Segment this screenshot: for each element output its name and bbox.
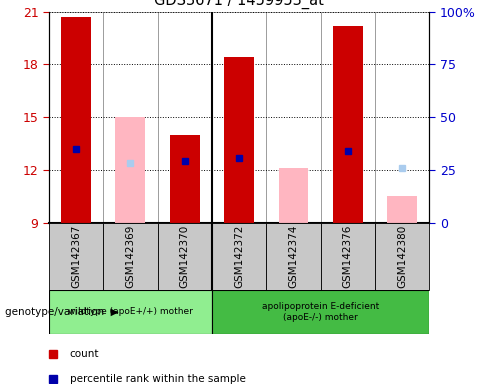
Bar xyxy=(375,223,429,290)
Text: genotype/variation  ▶: genotype/variation ▶ xyxy=(5,307,119,317)
Bar xyxy=(279,168,308,223)
Bar xyxy=(49,290,212,334)
Bar xyxy=(266,12,321,223)
Bar xyxy=(387,196,417,223)
Bar xyxy=(224,57,254,223)
Bar xyxy=(375,12,429,223)
Bar xyxy=(103,12,158,223)
Title: GDS3671 / 1459953_at: GDS3671 / 1459953_at xyxy=(154,0,324,9)
Text: percentile rank within the sample: percentile rank within the sample xyxy=(70,374,245,384)
Bar xyxy=(61,17,91,223)
Bar xyxy=(212,290,429,334)
Text: GSM142372: GSM142372 xyxy=(234,225,244,288)
Text: apolipoprotein E-deficient
(apoE-/-) mother: apolipoprotein E-deficient (apoE-/-) mot… xyxy=(262,302,379,322)
Bar xyxy=(321,12,375,223)
Bar xyxy=(49,12,103,223)
Text: GSM142370: GSM142370 xyxy=(180,225,190,288)
Text: GSM142367: GSM142367 xyxy=(71,225,81,288)
Bar xyxy=(158,12,212,223)
Text: count: count xyxy=(70,349,99,359)
Text: GSM142374: GSM142374 xyxy=(288,225,299,288)
Bar xyxy=(158,223,212,290)
Bar xyxy=(333,26,363,223)
Text: GSM142376: GSM142376 xyxy=(343,225,353,288)
Bar xyxy=(321,223,375,290)
Bar xyxy=(170,135,200,223)
Bar xyxy=(49,223,103,290)
Bar xyxy=(266,223,321,290)
Text: wildtype (apoE+/+) mother: wildtype (apoE+/+) mother xyxy=(68,308,193,316)
Text: GSM142369: GSM142369 xyxy=(125,225,135,288)
Bar xyxy=(116,117,145,223)
Text: GSM142380: GSM142380 xyxy=(397,225,407,288)
Bar xyxy=(103,223,158,290)
Bar xyxy=(212,12,266,223)
Bar xyxy=(212,223,266,290)
